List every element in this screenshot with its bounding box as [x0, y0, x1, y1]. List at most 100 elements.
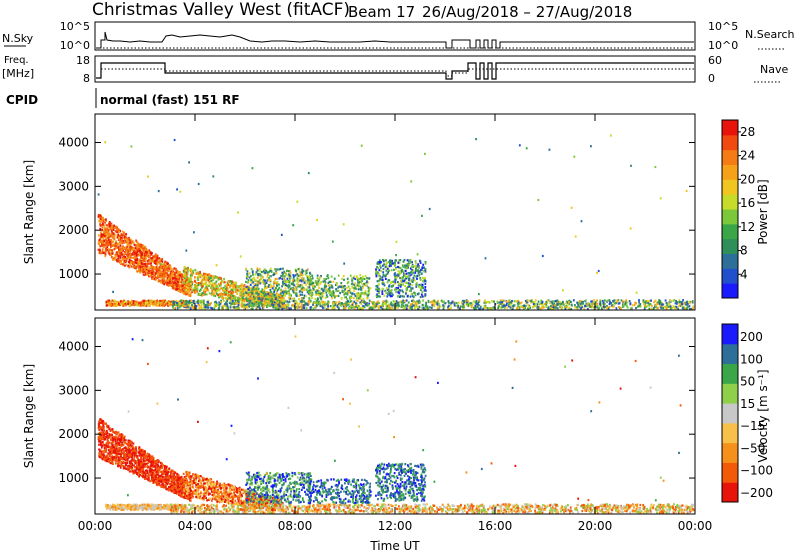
scatter-cell	[667, 305, 670, 308]
scatter-cell	[121, 247, 123, 250]
scatter-cell	[443, 300, 445, 303]
scatter-cell	[166, 283, 169, 286]
scatter-cell	[656, 302, 659, 305]
scatter-cell	[140, 252, 143, 255]
scatter-cell	[182, 273, 185, 277]
scatter-cell	[145, 252, 148, 255]
scatter-cell	[647, 301, 649, 304]
scatter-cell	[359, 297, 362, 301]
scatter-cell	[343, 289, 346, 292]
scatter-cell	[659, 305, 661, 308]
scatter-cell	[124, 302, 127, 305]
scatter-cell	[287, 286, 290, 289]
scatter-cell	[532, 303, 535, 306]
scatter-cell	[662, 303, 665, 306]
scatter-cell	[194, 269, 197, 272]
scatter-cell	[102, 244, 105, 247]
scatter-cell	[224, 291, 227, 294]
scatter-cell	[437, 306, 440, 309]
scatter-cell	[357, 285, 360, 288]
scatter-cell	[138, 269, 141, 273]
scatter-cell	[120, 249, 123, 252]
scatter-cell	[196, 278, 199, 282]
scatter-cell	[268, 298, 271, 301]
scatter-cell	[137, 265, 139, 268]
scatter-cell	[352, 305, 355, 308]
scatter-cell	[416, 300, 419, 303]
scatter-cell	[108, 223, 111, 226]
scatter-cell	[425, 305, 428, 308]
scatter-cell	[274, 277, 277, 281]
scatter-cell	[242, 290, 244, 293]
scatter-cell	[233, 298, 235, 301]
scatter-cell	[142, 302, 145, 305]
scatter-cell	[264, 285, 266, 288]
cpid-value: normal (fast) 151 RF	[100, 93, 240, 107]
scatter-cell	[261, 304, 263, 307]
scatter-cell	[653, 301, 656, 304]
scatter-cell	[278, 300, 281, 303]
scatter-cell	[253, 290, 255, 293]
scatter-cell	[104, 253, 107, 256]
scatter-cell	[121, 240, 123, 243]
scatter-cell	[262, 304, 265, 307]
scatter-cell	[482, 307, 484, 310]
scatter-cell	[154, 277, 157, 280]
scatter-cell	[189, 275, 192, 278]
scatter-cell	[209, 286, 212, 289]
scatter-cell	[355, 305, 357, 308]
scatter-cell	[355, 299, 358, 302]
scatter-cell	[276, 284, 278, 287]
scatter-cell	[202, 285, 204, 288]
scatter-cell	[371, 307, 374, 311]
scatter-cell	[123, 234, 126, 237]
scatter-cell	[351, 303, 354, 306]
scatter-cell	[154, 272, 157, 275]
scatter-cell	[350, 282, 353, 285]
scatter-cell	[658, 302, 661, 305]
scatter-cell	[134, 261, 137, 264]
scatter-cell	[245, 277, 248, 280]
nave-tick-bottom: 0	[708, 72, 715, 85]
scatter-cell	[199, 273, 201, 277]
scatter-cell	[361, 286, 364, 290]
scatter-cell	[160, 259, 163, 262]
scatter-cell	[221, 306, 224, 309]
scatter-cell	[208, 273, 211, 277]
scatter-cell	[181, 284, 184, 287]
scatter-cell	[221, 295, 223, 298]
scatter-cell	[281, 271, 284, 274]
scatter-cell	[282, 303, 285, 306]
scatter-cell	[501, 304, 504, 307]
scatter-cell	[509, 306, 512, 309]
scatter-cell	[501, 303, 503, 306]
scatter-cell	[338, 302, 340, 305]
scatter-cell	[141, 266, 144, 269]
scatter-cell	[602, 301, 605, 304]
scatter-cell	[333, 306, 336, 309]
scatter-cell	[210, 283, 213, 286]
scatter-cell	[474, 304, 477, 307]
scatter-cell	[213, 289, 216, 292]
nsearch-tick-top: 10^5	[708, 20, 738, 33]
scatter-cell	[407, 266, 409, 269]
scatter-cell	[199, 288, 202, 291]
scatter-cell	[267, 296, 270, 299]
scatter-cell	[293, 297, 296, 300]
scatter-cell	[598, 306, 601, 309]
scatter-cell	[358, 297, 360, 300]
scatter-cell	[167, 277, 170, 281]
scatter-cell	[470, 302, 473, 305]
scatter-cell	[388, 260, 390, 264]
scatter-cell	[112, 300, 115, 303]
scatter-cell	[298, 298, 300, 301]
scatter-cell	[654, 299, 657, 302]
scatter-cell	[309, 288, 312, 291]
scatter-cell	[136, 243, 139, 246]
scatter-cell	[275, 277, 278, 281]
scatter-cell	[689, 302, 691, 305]
scatter-cell	[120, 302, 123, 305]
scatter-cell	[302, 287, 305, 290]
scatter-cell	[122, 263, 124, 266]
scatter-cell	[255, 283, 258, 286]
